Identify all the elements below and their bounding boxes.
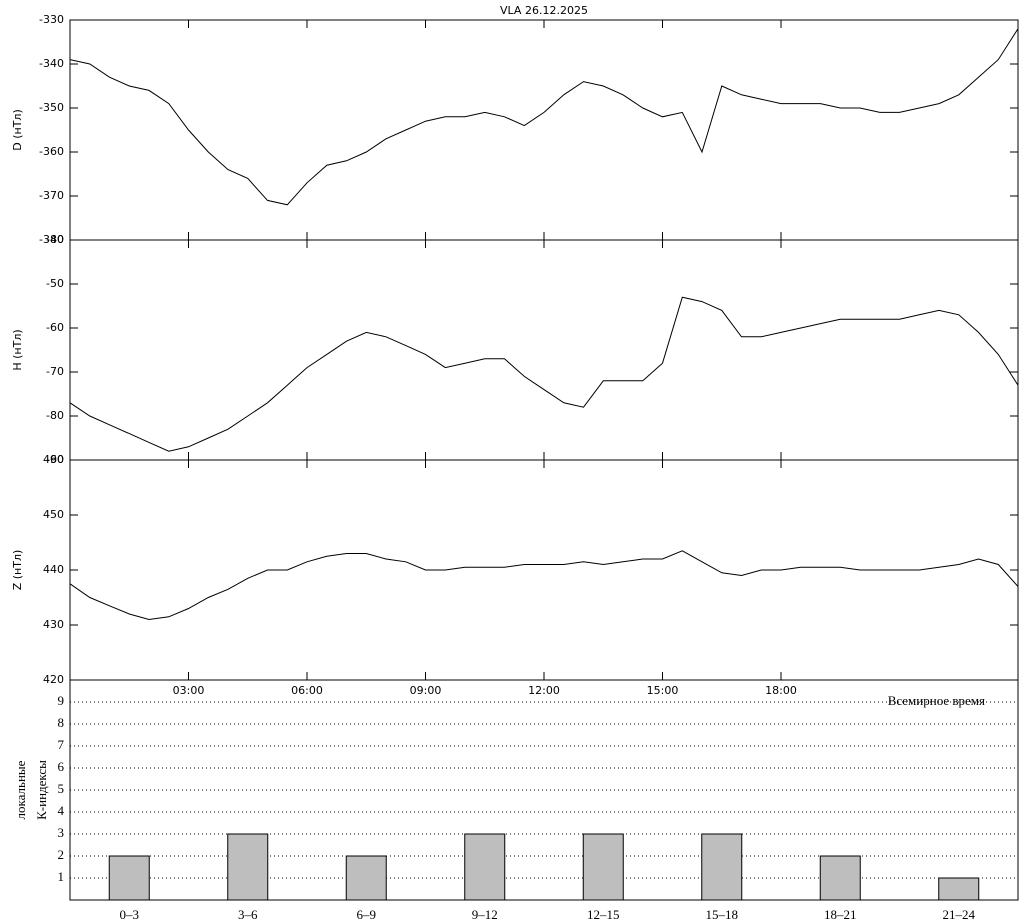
x-tick-label: 12–15 [587,907,620,921]
y-tick-label: 3 [58,825,65,840]
y-tick-label: 9 [58,693,65,708]
y-tick-label: -90 [46,453,64,466]
y-axis-label: К-индексы [34,760,49,820]
bar [701,833,743,901]
y-tick-label: -70 [46,365,64,378]
bar [464,833,506,901]
y-axis-label: Z (нТл) [11,550,24,591]
x-tick-label: 12:00 [528,684,560,697]
bar [938,877,980,901]
x-tick-label: 03:00 [173,684,205,697]
y-tick-label: 6 [58,759,65,774]
y-tick-label: 5 [58,781,65,796]
x-tick-label: 15:00 [647,684,679,697]
x-tick-label: 09:00 [410,684,442,697]
y-tick-label: 1 [58,869,65,884]
y-tick-label: 450 [43,508,64,521]
y-axis-label: локальные [13,760,28,819]
y-tick-label: 4 [58,803,65,818]
data-line [69,550,1019,621]
x-tick-label: 0–3 [120,907,140,921]
y-tick-label: -340 [39,57,64,70]
x-tick-label: 18–21 [824,907,857,921]
y-tick-label: -40 [46,233,64,246]
y-tick-label: 420 [43,673,64,686]
y-tick-label: 430 [43,618,64,631]
annotation: Всемирное время [888,693,985,708]
chart-title: VLA 26.12.2025 [500,4,588,17]
x-tick-label: 06:00 [291,684,323,697]
plot-frame [69,19,1019,241]
x-tick-label: 15–18 [706,907,739,921]
plot-frame [69,679,1019,901]
x-tick-label: 9–12 [472,907,498,921]
y-tick-label: -370 [39,189,64,202]
y-axis-label: D (нТл) [11,109,24,151]
bar [108,855,150,901]
y-tick-label: -350 [39,101,64,114]
y-tick-label: 7 [58,737,65,752]
y-tick-label: -50 [46,277,64,290]
x-tick-label: 18:00 [765,684,797,697]
y-tick-label: 460 [43,453,64,466]
plot-frame [69,239,1019,461]
bar [582,833,624,901]
data-line [69,296,1019,452]
x-tick-label: 21–24 [943,907,976,921]
y-tick-label: 440 [43,563,64,576]
bar [819,855,861,901]
y-tick-label: -330 [39,13,64,26]
y-tick-label: -380 [39,233,64,246]
x-tick-label: 6–9 [357,907,377,921]
bar [227,833,269,901]
data-line [69,28,1019,206]
bar [345,855,387,901]
y-tick-label: -80 [46,409,64,422]
x-tick-label: 3–6 [238,907,258,921]
y-tick-label: -360 [39,145,64,158]
y-axis-label: H (нТл) [11,329,24,370]
y-tick-label: 2 [58,847,65,862]
y-tick-label: 8 [58,715,65,730]
y-tick-label: -60 [46,321,64,334]
